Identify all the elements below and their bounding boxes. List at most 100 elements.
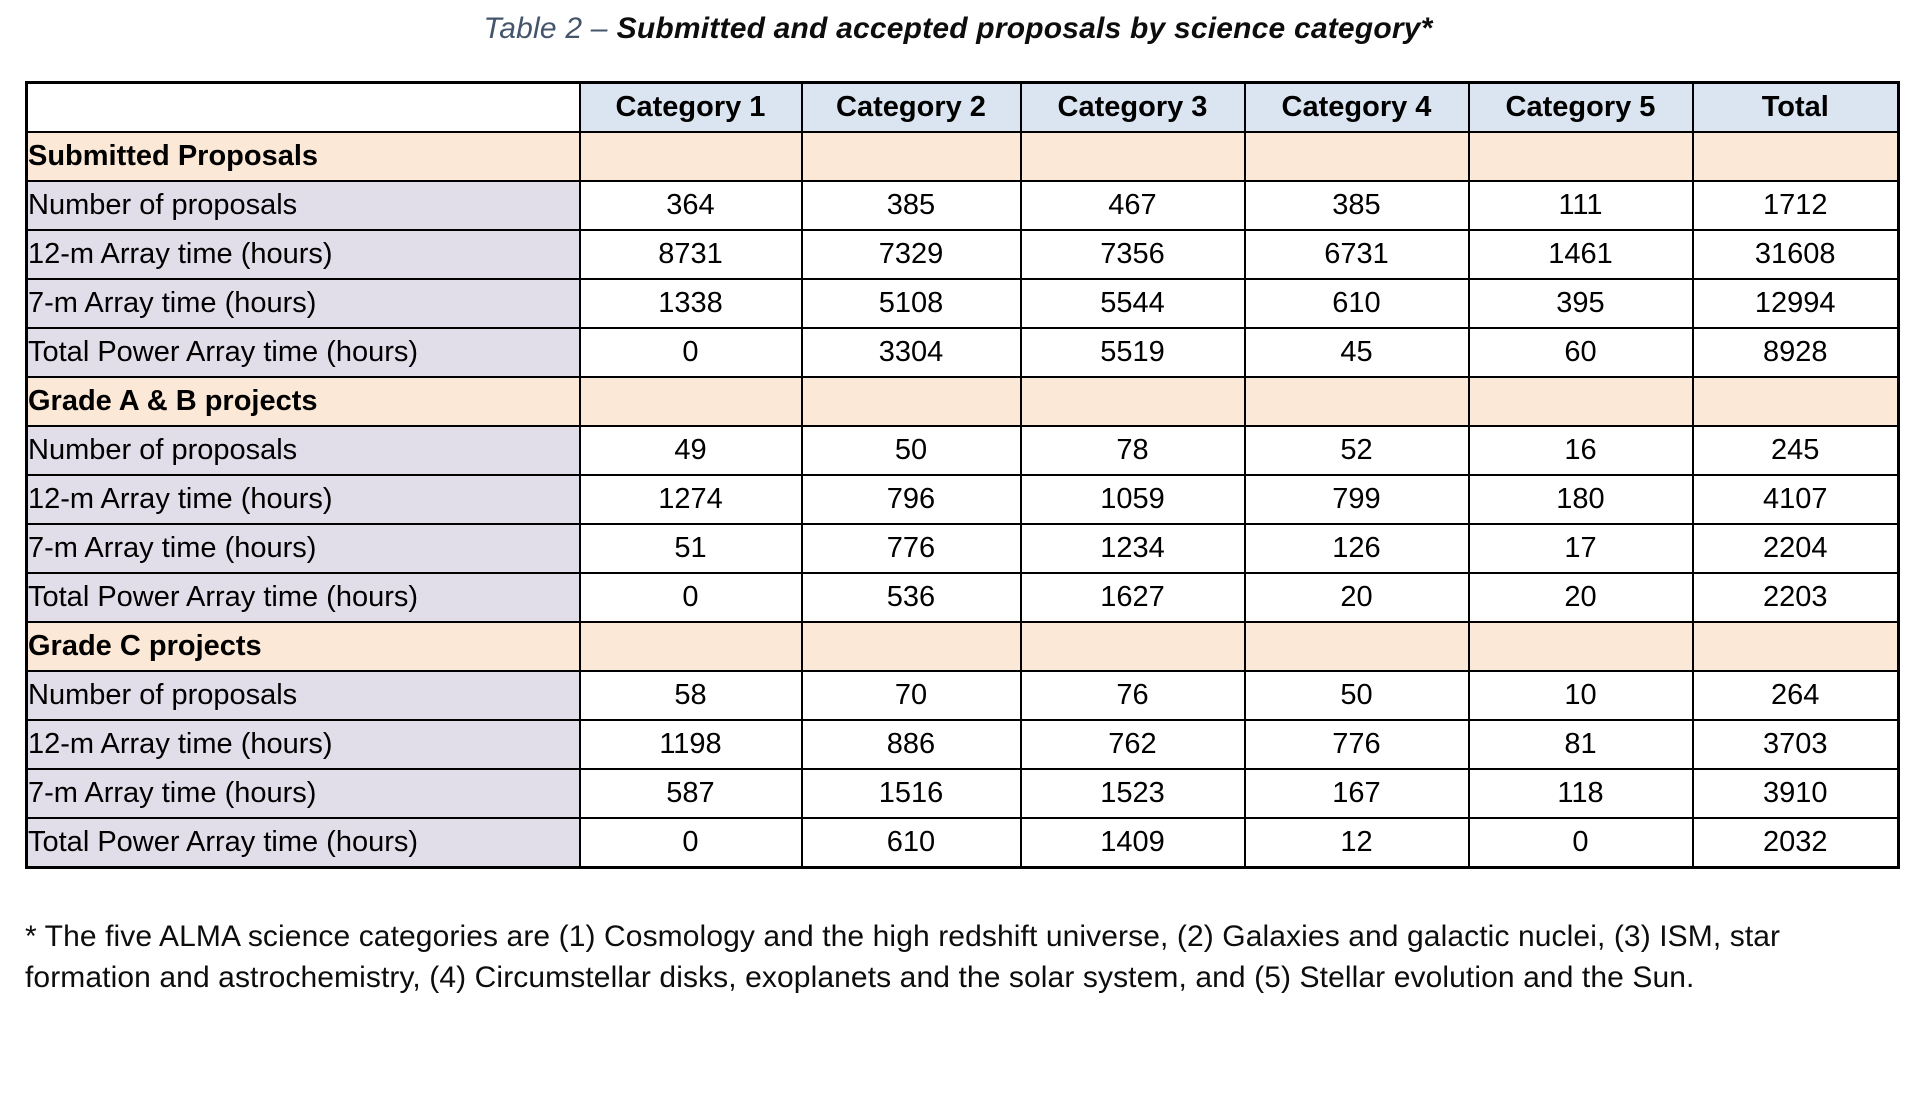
value-cell: 70 — [800, 670, 1022, 721]
value-cell: 8731 — [578, 229, 803, 280]
value-cell: 49 — [578, 425, 803, 476]
value-cell: 51 — [578, 523, 803, 574]
table-row: 7-m Array time (hours) 1338 5108 5544 610 395… — [25, 278, 1900, 329]
value-cell: 1712 — [1691, 180, 1900, 231]
value-cell: 5544 — [1019, 278, 1246, 329]
corner-cell — [25, 81, 581, 133]
value-cell: 2204 — [1691, 523, 1900, 574]
value-cell: 0 — [578, 572, 803, 623]
value-cell: 1523 — [1019, 768, 1246, 819]
value-cell: 1627 — [1019, 572, 1246, 623]
column-header: Category 2 — [800, 81, 1022, 133]
value-cell: 776 — [800, 523, 1022, 574]
value-cell: 1059 — [1019, 474, 1246, 525]
row-label: Number of proposals — [25, 425, 581, 476]
value-cell: 0 — [578, 327, 803, 378]
value-cell: 180 — [1467, 474, 1694, 525]
value-cell: 17 — [1467, 523, 1694, 574]
section-empty-cell — [1243, 376, 1470, 427]
section-empty-cell — [1019, 621, 1246, 672]
section-empty-cell — [800, 376, 1022, 427]
section-empty-cell — [1243, 131, 1470, 182]
table-row: Number of proposals 364 385 467 385 111 1712 — [25, 180, 1900, 231]
value-cell: 12994 — [1691, 278, 1900, 329]
value-cell: 1409 — [1019, 817, 1246, 869]
value-cell: 52 — [1243, 425, 1470, 476]
value-cell: 1274 — [578, 474, 803, 525]
value-cell: 385 — [1243, 180, 1470, 231]
section-empty-cell — [578, 376, 803, 427]
value-cell: 587 — [578, 768, 803, 819]
value-cell: 16 — [1467, 425, 1694, 476]
value-cell: 0 — [1467, 817, 1694, 869]
section-empty-cell — [1467, 376, 1694, 427]
value-cell: 3703 — [1691, 719, 1900, 770]
table-caption: Table 2 – Submitted and accepted proposal… — [0, 0, 1916, 46]
value-cell: 395 — [1467, 278, 1694, 329]
section-empty-cell — [1019, 131, 1246, 182]
value-cell: 610 — [800, 817, 1022, 869]
row-label: 12-m Array time (hours) — [25, 229, 581, 280]
section-empty-cell — [578, 131, 803, 182]
table-row: Total Power Array time (hours) 0 610 1409 12… — [25, 817, 1900, 869]
column-header: Category 3 — [1019, 81, 1246, 133]
value-cell: 7329 — [800, 229, 1022, 280]
section-empty-cell — [800, 131, 1022, 182]
table-row: Total Power Array time (hours) 0 3304 5519 4… — [25, 327, 1900, 378]
row-label: Total Power Array time (hours) — [25, 327, 581, 378]
section-empty-cell — [1467, 621, 1694, 672]
value-cell: 3910 — [1691, 768, 1900, 819]
section-label: Submitted Proposals — [25, 131, 581, 182]
column-header: Category 1 — [578, 81, 803, 133]
value-cell: 7356 — [1019, 229, 1246, 280]
value-cell: 45 — [1243, 327, 1470, 378]
value-cell: 50 — [800, 425, 1022, 476]
section-row: Submitted Proposals — [25, 131, 1900, 182]
value-cell: 1234 — [1019, 523, 1246, 574]
column-header: Category 4 — [1243, 81, 1470, 133]
table-body: Submitted Proposals Number of proposals 36… — [25, 131, 1900, 869]
table-row: 7-m Array time (hours) 51 776 1234 126 17 2204 — [25, 523, 1900, 574]
value-cell: 1338 — [578, 278, 803, 329]
header-row: Category 1 Category 2 Category 3 Category 4… — [25, 81, 1900, 133]
section-empty-cell — [1691, 131, 1900, 182]
value-cell: 2203 — [1691, 572, 1900, 623]
value-cell: 167 — [1243, 768, 1470, 819]
table-row: 7-m Array time (hours) 587 1516 1523 167 118 3… — [25, 768, 1900, 819]
value-cell: 8928 — [1691, 327, 1900, 378]
section-row: Grade C projects — [25, 621, 1900, 672]
value-cell: 0 — [578, 817, 803, 869]
value-cell: 60 — [1467, 327, 1694, 378]
row-label: 7-m Array time (hours) — [25, 768, 581, 819]
value-cell: 20 — [1467, 572, 1694, 623]
row-label: 7-m Array time (hours) — [25, 523, 581, 574]
document-page: Table 2 – Submitted and accepted proposal… — [0, 0, 1916, 994]
row-label: 12-m Array time (hours) — [25, 719, 581, 770]
value-cell: 76 — [1019, 670, 1246, 721]
value-cell: 5108 — [800, 278, 1022, 329]
value-cell: 5519 — [1019, 327, 1246, 378]
value-cell: 1516 — [800, 768, 1022, 819]
value-cell: 12 — [1243, 817, 1470, 869]
column-header: Category 5 — [1467, 81, 1694, 133]
value-cell: 118 — [1467, 768, 1694, 819]
value-cell: 20 — [1243, 572, 1470, 623]
value-cell: 1461 — [1467, 229, 1694, 280]
value-cell: 58 — [578, 670, 803, 721]
row-label: 12-m Array time (hours) — [25, 474, 581, 525]
table-row: Number of proposals 49 50 78 52 16 245 — [25, 425, 1900, 476]
value-cell: 50 — [1243, 670, 1470, 721]
section-empty-cell — [578, 621, 803, 672]
value-cell: 126 — [1243, 523, 1470, 574]
table-caption-number: Table 2 – — [483, 12, 608, 45]
value-cell: 467 — [1019, 180, 1246, 231]
section-label: Grade A & B projects — [25, 376, 581, 427]
value-cell: 364 — [578, 180, 803, 231]
value-cell: 6731 — [1243, 229, 1470, 280]
row-label: Number of proposals — [25, 180, 581, 231]
value-cell: 610 — [1243, 278, 1470, 329]
section-row: Grade A & B projects — [25, 376, 1900, 427]
row-label: Total Power Array time (hours) — [25, 817, 581, 869]
table-row: Total Power Array time (hours) 0 536 1627 20… — [25, 572, 1900, 623]
table-row: 12-m Array time (hours) 1198 886 762 776 81 37… — [25, 719, 1900, 770]
